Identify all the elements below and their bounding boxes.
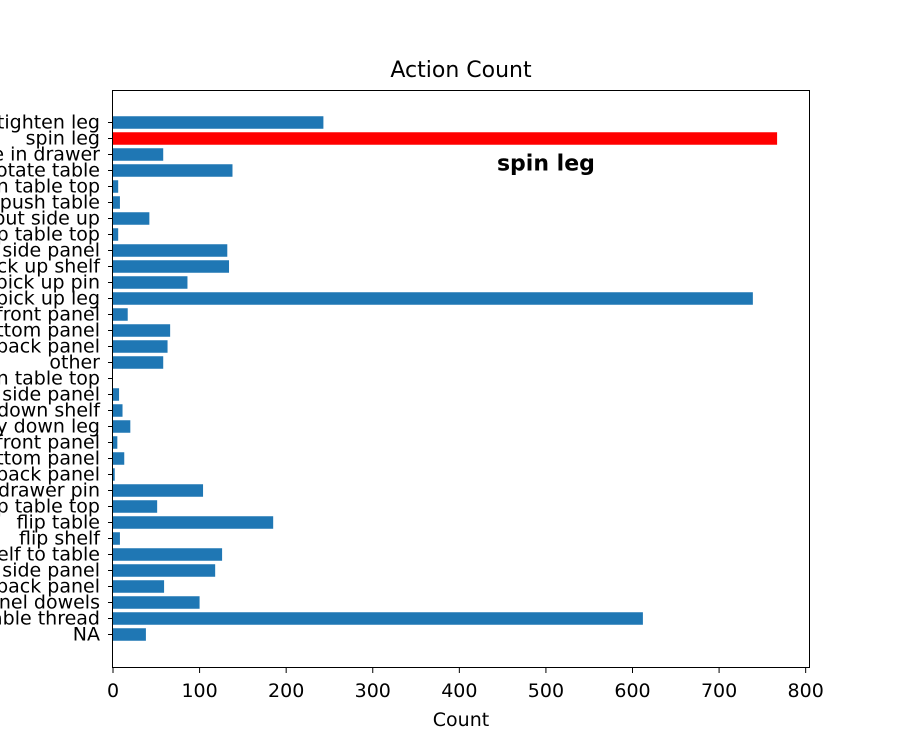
bar-lay-down-back-panel xyxy=(113,468,115,481)
bar-lay-down-shelf xyxy=(113,404,123,417)
y-tick-label-pick-up-front-panel: pick up front panel xyxy=(0,304,100,326)
bar-align-side-panel xyxy=(113,564,216,577)
y-tick-label-pick-up-leg: pick up leg xyxy=(0,288,100,310)
bar-pick-up-front-panel xyxy=(113,308,128,321)
y-tick-label-push-table: push table xyxy=(0,192,100,214)
bar-lay-down-front-panel xyxy=(113,436,118,449)
bar-lay-down-leg xyxy=(113,420,131,433)
x-tick-label: 600 xyxy=(614,680,650,702)
bar-slide-in-drawer xyxy=(113,148,164,161)
x-axis-label: Count xyxy=(433,709,489,731)
y-tick-label-pick-up-shelf: pick up shelf xyxy=(0,256,101,278)
x-tick-label: 800 xyxy=(788,680,824,702)
bar-insert-drawer-pin xyxy=(113,484,204,497)
y-tick-label-lay-down-front-panel: lay down front panel xyxy=(0,432,100,454)
y-tick-label-lay-down-bottom-panel: lay down bottom panel xyxy=(0,448,100,470)
bars-group xyxy=(113,116,778,641)
bar-pick-up-side-panel xyxy=(113,244,228,257)
y-tick-label-pick-up-side-panel: pick up side panel xyxy=(0,240,100,262)
y-tick-label-position-table-top: position table top xyxy=(0,176,100,198)
y-tick-label-align-side-panel: align side panel xyxy=(0,560,100,582)
y-tick-label-pick-up-bottom-panel: pick up bottom panel xyxy=(0,320,100,342)
plot-area-frame xyxy=(112,90,810,668)
bar-pick-up-pin xyxy=(113,276,188,289)
y-tick-label-slide-in-drawer: slide in drawer xyxy=(0,144,100,166)
bar-attach-shelf-to-table xyxy=(113,548,223,561)
bar-lay-down-bottom-panel xyxy=(113,452,125,465)
y-tick-label-pick-up-back-panel: pick up back panel xyxy=(0,336,100,358)
y-tick-label-insert-drawer-pin: insert drawer pin xyxy=(0,480,100,502)
bar-flip-table-top xyxy=(113,500,158,513)
bar-rotate-table xyxy=(113,164,233,177)
x-tick-label: 400 xyxy=(441,680,477,702)
y-tick-label-lay-down-table-top: lay down table top xyxy=(0,368,100,390)
bar-put-side-up xyxy=(113,212,150,225)
y-tick-label-put-side-up: put side up xyxy=(0,208,100,230)
y-tick-label-lay-down-side-panel: lay down side panel xyxy=(0,384,100,406)
chart-title: Action Count xyxy=(390,58,532,83)
x-tick-label: 100 xyxy=(181,680,217,702)
x-tick-label: 0 xyxy=(107,680,119,702)
y-tick-label-align-back-panel: align back panel xyxy=(0,576,100,598)
bar-pick-up-leg xyxy=(113,292,753,305)
y-tick-label-pick-up-table-top: pick up table top xyxy=(0,224,100,246)
bar-pick-up-bottom-panel xyxy=(113,324,171,337)
bar-other xyxy=(113,356,164,369)
x-tick-label: 500 xyxy=(528,680,564,702)
bar-pick-up-table-top xyxy=(113,228,119,241)
bar-spin-leg xyxy=(113,132,778,145)
x-ticks: 0 100 200 300 400 500 600 700 800 xyxy=(107,668,824,702)
bar-lay-down-side-panel xyxy=(113,388,120,401)
x-tick-label: 300 xyxy=(355,680,391,702)
bar-push-table xyxy=(113,196,120,209)
bar-align-panel-dowels xyxy=(113,596,200,609)
bar-pick-up-shelf xyxy=(113,260,230,273)
y-tick-label-flip-table-top: flip table top xyxy=(0,496,100,518)
y-tick-label-na: NA xyxy=(73,624,100,646)
x-tick-label: 700 xyxy=(701,680,737,702)
bar-flip-table xyxy=(113,516,274,529)
bar-na xyxy=(113,628,146,641)
y-tick-label-spin-leg: spin leg xyxy=(26,128,100,150)
bar-align-leg-screw-with-table-thread xyxy=(113,612,643,625)
x-tick-label: 200 xyxy=(268,680,304,702)
bar-pick-up-back-panel xyxy=(113,340,168,353)
bar-tighten-leg xyxy=(113,116,324,129)
spin-leg-annotation: spin leg xyxy=(497,152,595,177)
y-tick-label-other: other xyxy=(49,352,100,374)
y-tick-label-attach-shelf-to-table: attach shelf to table xyxy=(0,544,100,566)
y-tick-label-pick-up-pin: pick up pin xyxy=(0,272,100,294)
y-tick-label-lay-down-back-panel: lay down back panel xyxy=(0,464,100,486)
y-tick-label-flip-shelf: flip shelf xyxy=(19,528,101,550)
y-tick-label-lay-down-leg: lay down leg xyxy=(0,416,100,438)
y-tick-label-align-panel-dowels: align panel dowels xyxy=(0,592,100,614)
bar-align-back-panel xyxy=(113,580,165,593)
y-tick-label-tighten-leg: tighten leg xyxy=(0,112,100,134)
y-tick-label-align-leg-screw-with-table-thread: align leg screw with table thread xyxy=(0,608,100,630)
y-tick-label-lay-down-shelf: lay down shelf xyxy=(0,400,101,422)
bar-flip-shelf xyxy=(113,532,120,545)
bar-position-table-top xyxy=(113,180,119,193)
y-tick-label-flip-table: flip table xyxy=(17,512,100,534)
